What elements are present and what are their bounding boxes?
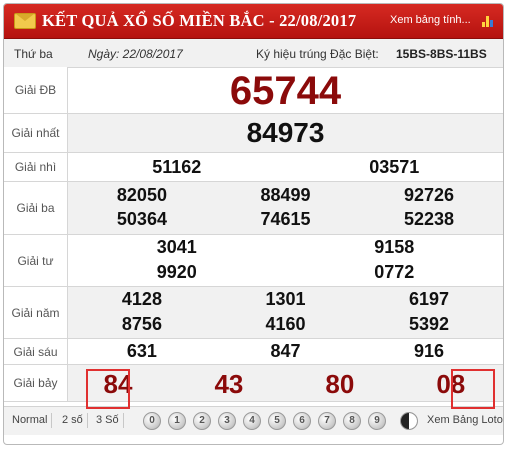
prize-label: Giải nhất [4, 113, 68, 153]
prize-label: Giải bảy [4, 364, 68, 402]
yin-yang-icon[interactable] [400, 412, 418, 430]
draw-date: Ngày: 22/08/2017 [88, 47, 183, 61]
prize-number: 51162 [152, 157, 202, 177]
footer-bar: Normal 2 số 3 Số 0 1 2 3 4 5 6 7 8 9 Xem… [4, 406, 503, 435]
row-giai-nhi: Giải nhì 51162 03571 [4, 152, 503, 182]
prize-number: 847 [270, 341, 301, 361]
prize-number: 4160 [265, 314, 306, 334]
results-table: Giải ĐB 65744 Giải nhất 84973 Giải nhì 5… [4, 67, 503, 402]
prize-label: Giải năm [4, 286, 68, 339]
prize-number: 84 [103, 369, 133, 399]
prize-number: 9158 [374, 237, 415, 257]
row-giai-tu: Giải tư 3041 9158 9920 0772 [4, 234, 503, 287]
row-giai-nam: Giải năm 4128 1301 6197 8756 4160 5392 [4, 286, 503, 339]
prize-number: 82050 [116, 185, 167, 205]
header-bar: KẾT QUẢ XỔ SỐ MIỀN BẮC - 22/08/2017 Xem … [4, 4, 503, 39]
row-giai-sau: Giải sáu 631 847 916 [4, 338, 503, 365]
prize-number: 08 [436, 369, 466, 399]
prize-number: 50364 [116, 209, 167, 229]
digit-ball-8[interactable]: 8 [343, 412, 361, 430]
digit-ball-2[interactable]: 2 [193, 412, 211, 430]
prize-label: Giải ĐB [4, 67, 68, 114]
weekday: Thứ ba [14, 47, 53, 61]
bar-chart-icon[interactable] [482, 16, 493, 27]
digit-ball-1[interactable]: 1 [168, 412, 186, 430]
draw-info-bar: Thứ ba Ngày: 22/08/2017 Ký hiệu trúng Đặ… [4, 39, 503, 68]
row-giai-nhat: Giải nhất 84973 [4, 113, 503, 153]
digit-ball-7[interactable]: 7 [318, 412, 336, 430]
results-panel: KẾT QUẢ XỔ SỐ MIỀN BẮC - 22/08/2017 Xem … [3, 3, 504, 445]
digit-ball-6[interactable]: 6 [293, 412, 311, 430]
prize-label: Giải tư [4, 234, 68, 287]
digit-ball-0[interactable]: 0 [143, 412, 161, 430]
digit-ball-4[interactable]: 4 [243, 412, 261, 430]
prize-number: 4128 [121, 289, 162, 309]
prize-number: 65744 [229, 69, 342, 113]
prize-number: 3041 [156, 237, 197, 257]
prize-label: Giải nhì [4, 152, 68, 182]
prize-number: 92726 [404, 185, 455, 205]
page-title: KẾT QUẢ XỔ SỐ MIỀN BẮC - 22/08/2017 [42, 11, 357, 30]
digit-ball-5[interactable]: 5 [268, 412, 286, 430]
loto-table-link[interactable]: Xem Bảng Loto [427, 414, 503, 426]
prize-number: 52238 [404, 209, 455, 229]
highlight-box [451, 369, 495, 409]
row-giai-bay: Giải bảy 84 43 80 08 [4, 364, 503, 402]
prize-number: 6197 [409, 289, 450, 309]
special-code-label: Ký hiệu trúng Đặc Biệt: [256, 47, 379, 61]
prize-label: Giải ba [4, 181, 68, 235]
tab-normal[interactable]: Normal [8, 413, 53, 428]
prize-number: 9920 [156, 262, 197, 282]
prize-number: 88499 [260, 185, 311, 205]
special-code: 15BS-8BS-11BS [396, 47, 487, 61]
row-giai-ba: Giải ba 82050 88499 92726 50364 74615 52… [4, 181, 503, 235]
prize-number: 74615 [260, 209, 311, 229]
prize-number: 8756 [121, 314, 162, 334]
digit-ball-9[interactable]: 9 [368, 412, 386, 430]
row-giai-db: Giải ĐB 65744 [4, 67, 503, 114]
prize-number: 916 [414, 341, 445, 361]
prize-number: 84973 [246, 117, 325, 148]
prize-number: 0772 [374, 262, 415, 282]
highlight-box [86, 369, 130, 409]
prize-number: 43 [214, 369, 244, 399]
prize-number: 03571 [369, 157, 420, 177]
tab-3-so[interactable]: 3 Số [92, 413, 124, 428]
envelope-icon [14, 13, 36, 29]
prize-number: 5392 [409, 314, 450, 334]
prize-number: 1301 [265, 289, 306, 309]
view-table-link[interactable]: Xem bảng tính... [390, 14, 471, 26]
prize-label: Giải sáu [4, 338, 68, 365]
digit-ball-3[interactable]: 3 [218, 412, 236, 430]
tab-2-so[interactable]: 2 số [58, 413, 88, 428]
prize-number: 80 [325, 369, 355, 399]
prize-number: 631 [126, 341, 157, 361]
